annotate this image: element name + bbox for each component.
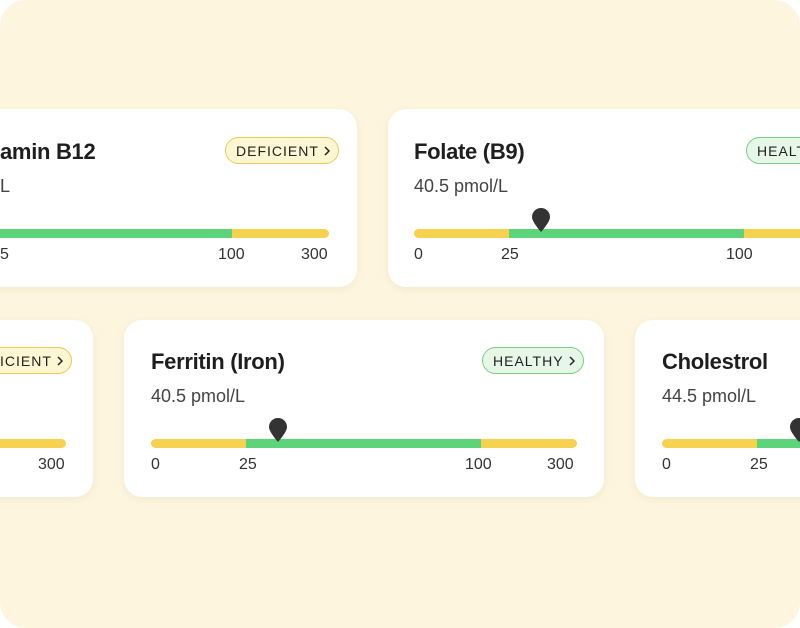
range-bar (151, 439, 248, 448)
tick-label: 25 (239, 456, 257, 473)
range-bar (744, 229, 800, 238)
tick-label: 0 (662, 456, 671, 473)
card[interactable]: Ferritin (Iron) 40.5 pmol/L HEALTHY 0 25… (124, 320, 604, 497)
card[interactable]: Folate (B9) 40.5 pmol/L HEALT 0 25 100 (388, 109, 800, 287)
range-bar (232, 229, 329, 238)
marker-pin (532, 208, 550, 232)
marker-pin (790, 418, 800, 442)
card-value: 40.5 pmol/L (151, 386, 246, 406)
tick-label: 0 (414, 246, 423, 263)
tick-label: 25 (750, 456, 768, 473)
status-badge[interactable]: HEALT (746, 137, 800, 164)
card-title: Folate (B9) (414, 139, 525, 164)
tick-label: 300 (301, 246, 328, 263)
card-value: 40.5 pmol/L (414, 176, 509, 196)
badge-text: HEALT (757, 142, 800, 159)
card[interactable]: ICIENT 300 (0, 320, 93, 497)
card-value: 44.5 pmol/L (662, 386, 757, 406)
badge-text: DEFICIENT (236, 142, 319, 159)
range-bar (481, 439, 577, 448)
marker-pin (269, 418, 287, 442)
chevron (57, 355, 63, 366)
card-value: L (0, 176, 11, 196)
card-title: amin B12 (0, 139, 96, 164)
tick-label: 100 (218, 246, 245, 263)
tick-label: 25 (501, 246, 519, 263)
tick-label: 0 (151, 456, 160, 473)
tick-label: 300 (547, 456, 574, 473)
badge-text: ICIENT (0, 352, 52, 369)
tick-label: 5 (0, 246, 9, 263)
range-bar (509, 229, 746, 238)
tick-label: 100 (465, 456, 492, 473)
status-badge[interactable]: DEFICIENT (225, 137, 339, 164)
range-bar (0, 229, 236, 238)
status-badge[interactable]: HEALTHY (482, 347, 584, 374)
range-bar (246, 439, 483, 448)
status-badge[interactable]: ICIENT (0, 347, 72, 374)
range-bar (662, 439, 759, 448)
tick-label: 100 (726, 246, 753, 263)
range-bar (757, 439, 800, 448)
card[interactable]: amin B12 L DEFICIENT 5 100 300 (0, 109, 357, 287)
badge-text: HEALTHY (493, 352, 564, 369)
card[interactable]: Cholestrol 44.5 pmol/L 0 25 (635, 320, 800, 497)
tick-label: 300 (38, 456, 65, 473)
range-bar (0, 439, 66, 448)
card-title: Cholestrol (662, 349, 768, 374)
chevron (569, 355, 575, 366)
card-title: Ferritin (Iron) (151, 349, 285, 374)
chevron (324, 145, 330, 156)
range-bar (414, 229, 511, 238)
